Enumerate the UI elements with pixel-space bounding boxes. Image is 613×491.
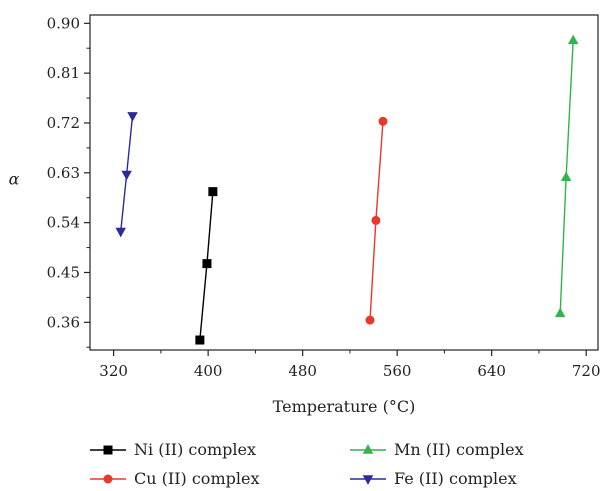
data-point: [567, 34, 579, 45]
x-axis-label: Temperature (°C): [273, 397, 416, 416]
data-point: [195, 335, 205, 345]
data-point: [208, 187, 218, 197]
series-2: [554, 34, 579, 318]
data-point: [560, 171, 572, 181]
data-point: [554, 307, 566, 318]
data-point: [115, 227, 126, 238]
x-tick-label: 640: [477, 362, 506, 380]
y-tick-label: 0.81: [47, 64, 80, 82]
data-point: [121, 170, 132, 181]
data-point: [202, 259, 212, 269]
y-axis-label: α: [9, 170, 20, 189]
legend-label: Cu (II) complex: [134, 469, 259, 488]
data-point: [371, 215, 381, 225]
legend-label: Ni (II) complex: [134, 440, 256, 459]
y-tick-label: 0.63: [47, 164, 80, 182]
x-tick-label: 480: [288, 362, 317, 380]
legend-marker: [103, 445, 113, 455]
legend-marker: [362, 475, 374, 485]
legend-marker: [103, 474, 113, 484]
data-point: [378, 116, 388, 126]
data-point: [127, 112, 138, 122]
legend-item: Mn (II) complex: [350, 440, 524, 459]
plot-area-frame: [89, 14, 599, 351]
legend-label: Fe (II) complex: [394, 469, 517, 488]
data-point: [365, 315, 375, 325]
x-tick-label: 320: [99, 362, 128, 380]
x-tick-label: 720: [572, 362, 601, 380]
legend-marker: [362, 444, 374, 454]
y-tick-label: 0.54: [47, 214, 80, 232]
legend-item: Fe (II) complex: [350, 469, 517, 488]
y-tick-label: 0.72: [47, 114, 80, 132]
x-tick-label: 400: [194, 362, 223, 380]
x-tick-label: 560: [383, 362, 412, 380]
legend-item: Cu (II) complex: [90, 469, 259, 488]
legend-item: Ni (II) complex: [90, 440, 256, 459]
series-1: [365, 116, 388, 325]
legend-label: Mn (II) complex: [394, 440, 524, 459]
y-tick-label: 0.90: [47, 14, 80, 32]
series-0: [195, 187, 218, 345]
y-tick-label: 0.45: [47, 263, 80, 281]
y-tick-label: 0.36: [47, 313, 80, 331]
legend: Ni (II) complex Mn (II) complex Cu (II) co…: [90, 440, 524, 488]
series-3: [115, 112, 138, 238]
